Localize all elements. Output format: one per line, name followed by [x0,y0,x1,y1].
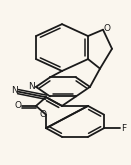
Text: F: F [121,124,127,133]
Text: N: N [11,86,18,95]
Text: O: O [103,24,110,33]
Text: O: O [39,110,46,119]
Text: N: N [28,82,35,91]
Text: O: O [15,101,22,110]
